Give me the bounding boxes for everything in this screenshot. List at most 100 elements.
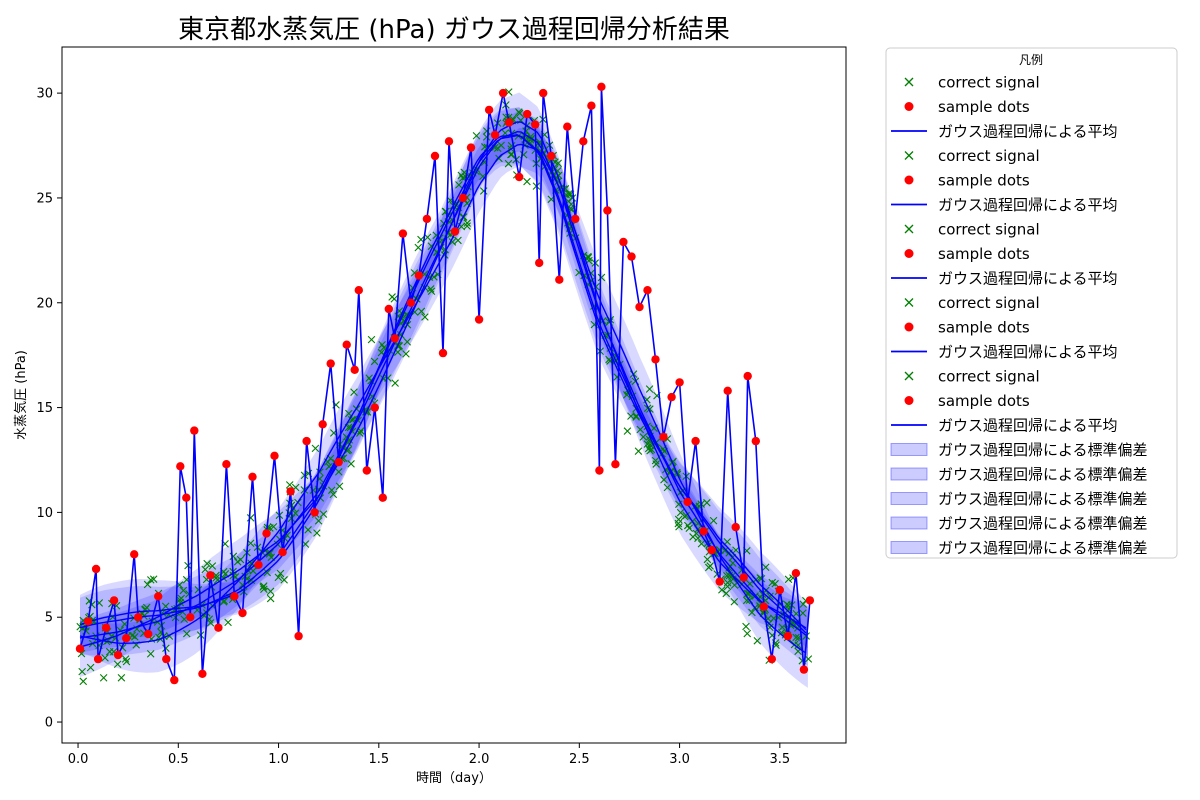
- legend-label: correct signal: [938, 294, 1040, 312]
- legend-entry: correct signal: [904, 294, 1040, 312]
- sample-dot: [350, 365, 359, 374]
- correct-signal-point: [280, 576, 288, 584]
- legend-entry: sample dots: [904, 245, 1030, 263]
- std-band-2: [80, 107, 808, 659]
- correct-signal-point: [314, 517, 323, 525]
- sample-dot: [531, 120, 540, 129]
- sample-dot: [270, 451, 279, 460]
- sample-dot: [466, 143, 476, 152]
- correct-signal-point: [723, 571, 731, 580]
- correct-signal-point: [768, 578, 777, 587]
- sample-dot: [378, 493, 387, 502]
- correct-signal-point: [117, 674, 126, 682]
- correct-signal-point: [643, 440, 652, 448]
- x-tick-label: 3.5: [769, 752, 790, 767]
- sample-dot: [334, 457, 343, 467]
- sample-dot: [675, 378, 684, 387]
- sample-dot: [619, 237, 628, 247]
- correct-signal-point: [647, 445, 656, 454]
- y-tick-label: 20: [36, 296, 53, 311]
- correct-signal-point: [523, 177, 531, 186]
- correct-signal-point: [663, 483, 672, 492]
- sample-dot: [699, 527, 708, 536]
- correct-signal-point: [276, 569, 285, 578]
- legend-label: correct signal: [938, 74, 1040, 92]
- correct-signal-point: [514, 108, 523, 116]
- correct-signal-point: [722, 589, 731, 598]
- correct-signal-point: [329, 490, 338, 499]
- x-axis-label: 時間（day）: [416, 771, 492, 786]
- correct-signal-point: [730, 597, 739, 606]
- sample-dot: [759, 602, 768, 611]
- sample-dot: [743, 371, 752, 381]
- x-axis: 0.0 0.5 1.0 1.5 2.0 2.5 3.0 3.5: [68, 743, 790, 767]
- correct-signal-point: [122, 657, 131, 666]
- sample-dot: [109, 596, 119, 605]
- correct-signal-point: [304, 526, 312, 534]
- sample-dot: [144, 629, 153, 639]
- correct-signal-point: [709, 516, 718, 525]
- correct-signal-point: [370, 357, 379, 366]
- sample-dot: [230, 592, 239, 601]
- correct-signal-point: [327, 486, 336, 495]
- sample-dot: [294, 631, 303, 641]
- correct-signal-point: [463, 219, 472, 227]
- legend-label: sample dots: [938, 392, 1030, 410]
- sample-dot: [535, 258, 544, 268]
- sample-dot: [805, 596, 815, 605]
- correct-signal-point: [504, 159, 513, 168]
- correct-signal-point: [414, 243, 423, 252]
- x-tick-label: 2.5: [569, 752, 590, 767]
- sample-dot: [474, 315, 484, 324]
- legend-label: ガウス過程回帰による平均: [938, 270, 1118, 288]
- sample-dot: [751, 436, 760, 446]
- correct-signal-point: [472, 131, 481, 140]
- correct-signal-point: [161, 602, 170, 611]
- sample-dot: [398, 229, 408, 238]
- correct-signal-point: [623, 427, 632, 435]
- correct-signal-point: [86, 663, 95, 672]
- y-tick-label: 30: [36, 87, 53, 102]
- y-axis-label: 水蒸気圧 (hPa): [13, 350, 29, 440]
- legend-dot-marker: [904, 249, 914, 258]
- correct-signal-point: [753, 636, 762, 645]
- sample-dot: [611, 460, 620, 469]
- sample-dot: [791, 569, 801, 578]
- correct-signal-point: [194, 585, 203, 594]
- correct-signal-point: [266, 594, 275, 603]
- correct-signal-point: [334, 468, 343, 476]
- legend-label: ガウス過程回帰による標準偏差: [938, 539, 1148, 557]
- correct-signal-point: [639, 433, 648, 441]
- chart-title: 東京都水蒸気圧 (hPa) ガウス過程回帰分析結果: [178, 15, 730, 45]
- correct-signal-point: [274, 573, 283, 582]
- sample-dot: [659, 432, 668, 442]
- y-tick-label: 5: [45, 611, 53, 626]
- x-tick-label: 0.0: [68, 752, 89, 767]
- correct-signal-point: [597, 273, 606, 282]
- sample-dot: [683, 497, 692, 507]
- correct-signal-point: [388, 293, 396, 301]
- legend-label: sample dots: [938, 172, 1030, 190]
- legend-entry: sample dots: [904, 98, 1030, 116]
- sample-dot: [587, 101, 596, 110]
- plot-area: [75, 82, 815, 688]
- legend-label: ガウス過程回帰による平均: [938, 417, 1118, 435]
- correct-signal-point: [201, 565, 210, 574]
- legend-box: [885, 47, 1178, 559]
- legend-dot-marker: [904, 102, 914, 111]
- correct-signal-point: [206, 619, 215, 627]
- correct-signal-point: [718, 586, 726, 594]
- correct-signal-point: [497, 141, 505, 150]
- sample-dot: [113, 650, 123, 660]
- legend-label: ガウス過程回帰による標準偏差: [938, 441, 1148, 459]
- y-tick-label: 0: [45, 716, 53, 731]
- correct-signal-point: [482, 127, 491, 135]
- legend-label: ガウス過程回帰による標準偏差: [938, 490, 1148, 508]
- correct-signal-point: [175, 596, 184, 604]
- sample-dot: [767, 654, 776, 664]
- sample-dot: [302, 436, 311, 446]
- legend-dot-marker: [904, 396, 914, 405]
- sample-dot: [254, 560, 263, 569]
- sample-dot: [248, 472, 257, 481]
- sample-dot: [262, 529, 271, 538]
